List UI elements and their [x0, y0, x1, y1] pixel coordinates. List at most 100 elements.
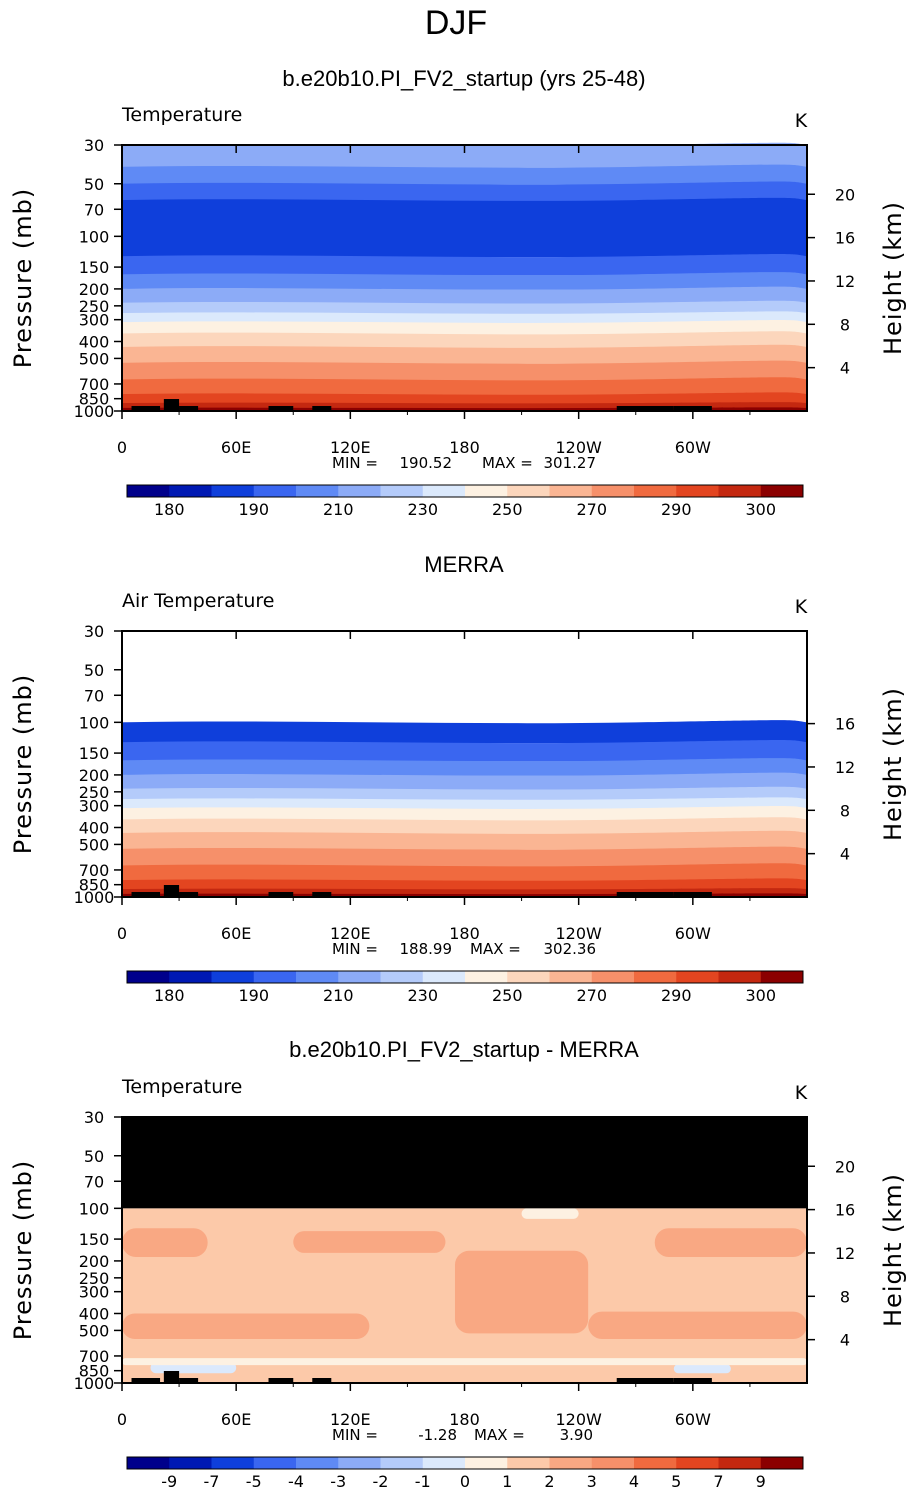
y-axis-title: Pressure (mb): [9, 188, 37, 368]
colorbar-swatch: [634, 971, 677, 983]
x-tick-label: 120W: [555, 924, 602, 943]
colorbar-frame: [126, 484, 804, 498]
colorbar-swatch: [211, 1457, 255, 1469]
y-tick-label: 70: [84, 1172, 104, 1191]
colorbar-swatch: [507, 485, 550, 497]
y-tick-label: 400: [79, 332, 110, 351]
colorbar-swatch: [507, 971, 550, 983]
contour-band: [122, 797, 807, 810]
contour-band: [122, 830, 807, 850]
x-tick-label: 60W: [675, 438, 711, 457]
topography: [616, 892, 674, 897]
colorbar-swatch: [380, 971, 424, 983]
topography: [179, 406, 199, 411]
topography: [163, 399, 180, 411]
y-tick-label: 30: [84, 1108, 104, 1127]
y-tick-label: 1000: [74, 402, 115, 421]
y-tick-label: 700: [79, 861, 110, 880]
max-value: 3.90: [560, 1426, 593, 1444]
y-tick-label: 500: [79, 835, 110, 854]
panel-difference: b.e20b10.PI_FV2_startup - MERRA Temperat…: [9, 1037, 907, 1491]
colorbar-swatch: [465, 485, 508, 497]
colorbar-tick-label: 5: [671, 1472, 681, 1491]
y-tick-label: 250: [79, 1269, 110, 1288]
y-axis-title-right: Height (km): [879, 1173, 907, 1327]
y-right-tick-label: 16: [835, 1201, 855, 1220]
colorbar-swatch: [296, 485, 339, 497]
topography: [131, 1378, 161, 1383]
y-tick-label: 50: [84, 175, 104, 194]
panel-title: b.e20b10.PI_FV2_startup (yrs 25-48): [282, 66, 645, 91]
contour-band: [122, 360, 807, 381]
topography: [312, 892, 332, 897]
contour-band: [122, 181, 807, 202]
colorbar-swatch: [549, 971, 593, 983]
topography: [616, 406, 674, 411]
y-tick-label: 700: [79, 1347, 110, 1366]
x-tick-label: 60W: [675, 1410, 711, 1429]
contour-band: [122, 142, 807, 168]
y-tick-label: 70: [84, 686, 104, 705]
y-tick-label: 1000: [74, 1374, 115, 1393]
colorbar-swatch: [634, 485, 677, 497]
contour-band: [122, 253, 807, 276]
colorbar-tick-label: 190: [238, 986, 269, 1005]
field-label: Temperature: [121, 1076, 242, 1098]
topography: [163, 1371, 180, 1383]
contour-band: [122, 344, 807, 364]
colorbar-tick-label: 270: [576, 500, 607, 519]
x-tick-label: 120E: [330, 924, 371, 943]
min-value: 188.99: [400, 940, 453, 958]
y-tick-label: 100: [79, 713, 110, 732]
colorbar-tick-label: -5: [246, 1472, 262, 1491]
y-tick-label: 850: [79, 390, 110, 409]
y-axis-title-right: Height (km): [879, 201, 907, 355]
y-right-tick-label: 20: [835, 185, 855, 204]
topography: [131, 892, 161, 897]
x-tick-label: 60E: [221, 1410, 251, 1429]
colorbar-swatch: [634, 1457, 677, 1469]
y-right-tick-label: 8: [840, 315, 850, 334]
y-tick-label: 300: [79, 1283, 110, 1302]
colorbar-tick-label: -2: [373, 1472, 389, 1491]
contour-band: [588, 1311, 807, 1340]
y-tick-label: 50: [84, 1147, 104, 1166]
x-tick-label: 60W: [675, 924, 711, 943]
min-label: MIN =: [332, 1426, 378, 1444]
colorbar-tick-label: 180: [154, 986, 185, 1005]
units-label: K: [795, 596, 808, 618]
colorbar-tick-label: 9: [756, 1472, 766, 1491]
topography: [131, 406, 161, 411]
colorbar-swatch: [380, 1457, 424, 1469]
colorbar-swatch: [465, 1457, 508, 1469]
y-right-tick-label: 4: [840, 359, 850, 378]
colorbar-tick-label: -7: [204, 1472, 220, 1491]
y-right-tick-label: 12: [835, 758, 855, 777]
contour-band: [122, 863, 807, 882]
y-tick-label: 1000: [74, 888, 115, 907]
y-tick-label: 150: [79, 258, 110, 277]
colorbar-swatch: [253, 485, 297, 497]
y-right-tick-label: 16: [835, 229, 855, 248]
contour-band: [454, 1250, 589, 1334]
colorbar-tick-label: 250: [492, 500, 523, 519]
colorbar-tick-label: 180: [154, 500, 185, 519]
colorbar-swatch: [676, 1457, 719, 1469]
y-tick-label: 200: [79, 280, 110, 299]
y-tick-label: 150: [79, 744, 110, 763]
colorbar-swatch: [127, 1457, 170, 1469]
contour-band: [122, 817, 807, 834]
x-tick-label: 120W: [555, 1410, 602, 1429]
y-tick-label: 100: [79, 1199, 110, 1218]
y-tick-label: 500: [79, 349, 110, 368]
colorbar-tick-label: 230: [407, 986, 438, 1005]
x-tick-label: 180: [449, 924, 480, 943]
colorbar-tick-label: -1: [415, 1472, 431, 1491]
y-right-tick-label: 16: [835, 715, 855, 734]
field-label: Air Temperature: [122, 590, 274, 612]
contour-band: [122, 331, 807, 348]
contour-band: [122, 286, 807, 304]
x-tick-label: 60E: [221, 438, 251, 457]
colorbar-frame: [126, 970, 804, 984]
x-tick-label: 120E: [330, 438, 371, 457]
